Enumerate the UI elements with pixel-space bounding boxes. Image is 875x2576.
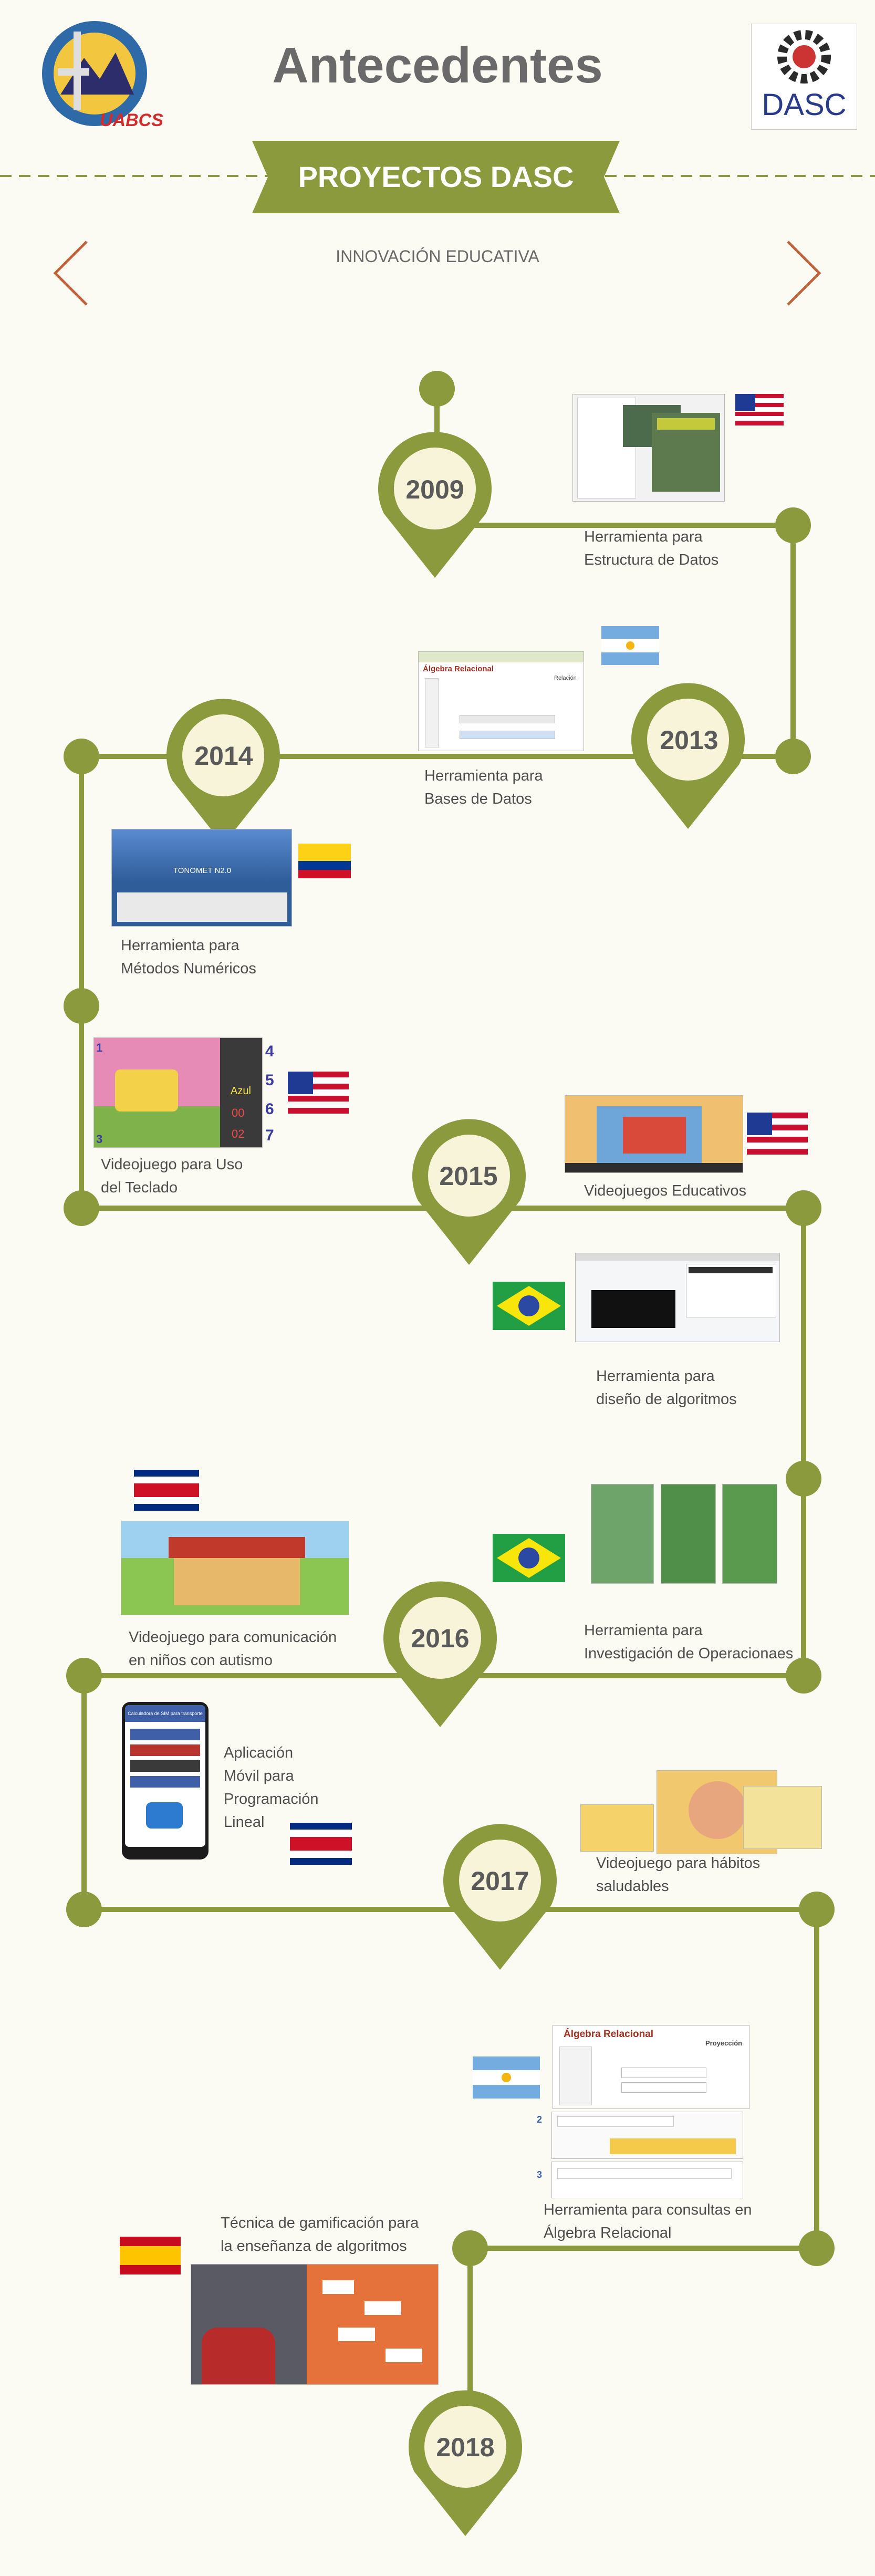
pin-2009-inner: [394, 448, 476, 529]
mobile-app-screenshot: Calculadora de SIM para transporte: [122, 1702, 209, 1860]
data-structures-screenshot: [572, 394, 725, 502]
dasc-logo: DASC: [751, 24, 857, 130]
operations-research-screen-2: [661, 1484, 716, 1584]
uabcs-wordmark: UABCS: [100, 110, 163, 130]
page-title: Antecedentes: [272, 37, 603, 94]
autism-game-screenshot: [121, 1521, 349, 1615]
year-2018: 2018: [436, 2433, 495, 2462]
relational-step-3: 3: [537, 2169, 543, 2180]
flag-brazil-icon: [493, 1534, 565, 1585]
uabcs-logo: UABCS: [37, 16, 163, 137]
flag-spain-icon: [120, 2237, 181, 2277]
next-arrow-icon[interactable]: [783, 239, 825, 307]
projects-banner: PROYECTOS DASC: [298, 160, 574, 193]
year-2014: 2014: [194, 741, 253, 771]
numeric-methods-screenshot: TONOMET N2.0: [111, 829, 292, 927]
healthy-habits-screen-3: [743, 1786, 822, 1849]
algorithm-design-screenshot: [575, 1253, 780, 1342]
project-label-algorithm-design: Herramienta para diseño de algoritmos: [596, 1368, 737, 1408]
flag-usa-icon: [735, 394, 784, 428]
relational-algebra-screenshot-2: [551, 2112, 743, 2159]
relational-step-2: 2: [537, 2114, 543, 2125]
flag-brazil-icon: [493, 1282, 565, 1333]
flag-costa-rica-icon: [134, 1470, 199, 1513]
relational-algebra-screenshot-3: [551, 2162, 743, 2198]
dasc-wordmark: DASC: [762, 88, 847, 122]
year-2009: 2009: [405, 475, 464, 504]
pin-2013-inner: [647, 699, 729, 781]
project-label-data-structures: Herramienta para Estructura de Datos: [584, 528, 719, 568]
project-label-mobile-app: Aplicación Móvil para Programación Linea…: [224, 1744, 319, 1831]
page-subtitle: INNOVACIÓN EDUCATIVA: [336, 247, 539, 266]
pin-2018-inner: [424, 2406, 506, 2488]
pin-2016-inner: [399, 1597, 481, 1679]
year-2015: 2015: [439, 1161, 498, 1191]
project-label-educational-games: Videojuegos Educativos: [584, 1182, 747, 1199]
project-label-relational-algebra: Herramienta para consultas en Álgebra Re…: [544, 2201, 752, 2241]
keyboard-game-screenshot: Azul 00 02 1 3: [93, 1037, 263, 1148]
relational-algebra-screenshot-1: Álgebra Relacional Proyección: [553, 2025, 749, 2109]
flag-usa-icon: [288, 1072, 349, 1116]
operations-research-screen-3: [722, 1484, 777, 1584]
healthy-habits-screen-1: [580, 1804, 654, 1852]
keyboard-marker-7: 7: [265, 1127, 274, 1144]
project-label-autism-game: Videojuego para comunicación en niños co…: [129, 1629, 337, 1669]
project-label-gamification: Técnica de gamificación para la enseñanz…: [221, 2215, 419, 2255]
flag-usa-icon: [747, 1113, 808, 1157]
project-label-numeric-methods: Herramienta para Métodos Numéricos: [121, 937, 256, 977]
flag-argentina-icon: [601, 626, 659, 668]
project-label-healthy-habits: Videojuego para hábitos saludables: [596, 1855, 761, 1895]
year-2013: 2013: [660, 725, 718, 755]
gamification-photo: [191, 2264, 439, 2385]
flag-colombia-icon: [298, 844, 351, 881]
educational-games-screenshot: [565, 1095, 743, 1173]
project-label-keyboard-game: Videojuego para Uso del Teclado: [101, 1156, 243, 1196]
flag-argentina-icon: [473, 2056, 540, 2101]
keyboard-marker-5: 5: [265, 1072, 274, 1089]
pin-2014-inner: [182, 714, 264, 796]
pin-2017-inner: [459, 1840, 541, 1921]
keyboard-marker-4: 4: [265, 1043, 274, 1060]
banner-shape: [252, 141, 620, 213]
operations-research-screen-1: [591, 1484, 654, 1584]
project-label-operations-research: Herramienta para Investigación de Operac…: [584, 1622, 794, 1662]
year-2016: 2016: [411, 1624, 470, 1653]
flag-costa-rica-icon: [290, 1823, 352, 1867]
databases-screenshot: Álgebra Relacional Relación: [418, 651, 584, 751]
project-label-databases: Herramienta para Bases de Datos: [424, 767, 543, 807]
year-2017: 2017: [471, 1866, 529, 1896]
prev-arrow-icon[interactable]: [50, 239, 92, 307]
keyboard-marker-6: 6: [265, 1100, 274, 1118]
pin-2015-inner: [428, 1135, 510, 1217]
